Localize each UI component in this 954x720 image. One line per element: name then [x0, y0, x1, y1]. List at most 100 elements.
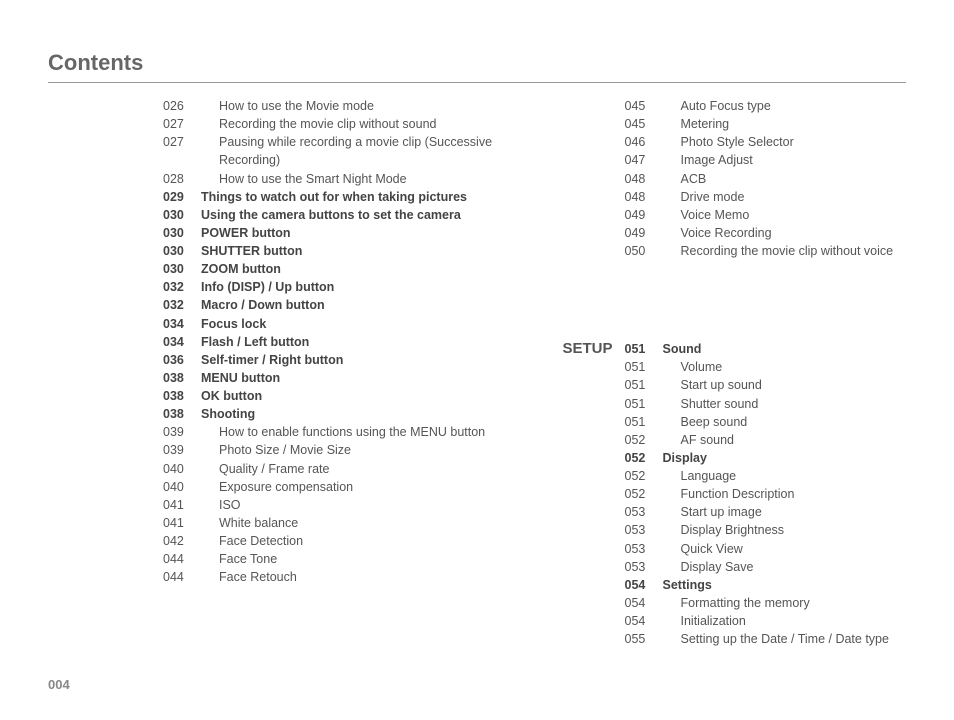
- toc-entry-label: Volume: [663, 358, 907, 376]
- right-setup-row: 053Start up image: [625, 503, 907, 521]
- contents-columns: 026How to use the Movie mode027Recording…: [48, 97, 906, 648]
- toc-entry-label: Sound: [663, 340, 907, 358]
- left-row: 027Pausing while recording a movie clip …: [163, 133, 520, 169]
- toc-page-number: 051: [625, 376, 663, 394]
- toc-page-number: 038: [163, 387, 201, 405]
- toc-page-number: 044: [163, 550, 201, 568]
- toc-entry-label: Start up image: [663, 503, 907, 521]
- toc-page-number: 028: [163, 170, 201, 188]
- toc-entry-label: Things to watch out for when taking pict…: [201, 188, 520, 206]
- left-row: 028How to use the Smart Night Mode: [163, 170, 520, 188]
- toc-entry-label: ISO: [201, 496, 520, 514]
- toc-page-number: 049: [625, 206, 663, 224]
- right-setup-row: 051Volume: [625, 358, 907, 376]
- toc-entry-label: POWER button: [201, 224, 520, 242]
- right-setup-row: 052Display: [625, 449, 907, 467]
- toc-page-number: 029: [163, 188, 201, 206]
- left-row: 039Photo Size / Movie Size: [163, 441, 520, 459]
- toc-page-number: 030: [163, 206, 201, 224]
- toc-entry-label: Shooting: [201, 405, 520, 423]
- toc-entry-label: How to use the Movie mode: [201, 97, 520, 115]
- right-top-row: 047Image Adjust: [625, 151, 907, 169]
- right-setup-row: 051Start up sound: [625, 376, 907, 394]
- left-row: 030ZOOM button: [163, 260, 520, 278]
- toc-entry-label: AF sound: [663, 431, 907, 449]
- toc-entry-label: Voice Memo: [663, 206, 907, 224]
- right-top-row: 046Photo Style Selector: [625, 133, 907, 151]
- page-number: 004: [48, 677, 70, 692]
- toc-page-number: 050: [625, 242, 663, 260]
- toc-page-number: 032: [163, 278, 201, 296]
- toc-page-number: 053: [625, 521, 663, 539]
- left-row: 042Face Detection: [163, 532, 520, 550]
- left-row: 026How to use the Movie mode: [163, 97, 520, 115]
- left-row: 038Shooting: [163, 405, 520, 423]
- toc-page-number: 027: [163, 115, 201, 133]
- toc-page-number: 038: [163, 369, 201, 387]
- left-row: 034Focus lock: [163, 315, 520, 333]
- toc-entry-label: Quality / Frame rate: [201, 460, 520, 478]
- toc-page-number: 052: [625, 431, 663, 449]
- left-row: 036Self-timer / Right button: [163, 351, 520, 369]
- toc-page-number: 036: [163, 351, 201, 369]
- toc-page-number: 038: [163, 405, 201, 423]
- toc-page-number: 026: [163, 97, 201, 115]
- right-setup-row: 054Initialization: [625, 612, 907, 630]
- toc-entry-label: Display: [663, 449, 907, 467]
- toc-page-number: 034: [163, 333, 201, 351]
- toc-entry-label: ZOOM button: [201, 260, 520, 278]
- right-top-row: 048Drive mode: [625, 188, 907, 206]
- left-row: 041White balance: [163, 514, 520, 532]
- toc-entry-label: OK button: [201, 387, 520, 405]
- toc-entry-label: Face Detection: [201, 532, 520, 550]
- right-setup-row: 055Setting up the Date / Time / Date typ…: [625, 630, 907, 648]
- toc-page-number: 027: [163, 133, 201, 169]
- toc-entry-label: Macro / Down button: [201, 296, 520, 314]
- toc-page-number: 053: [625, 503, 663, 521]
- right-setup-row: 053Quick View: [625, 540, 907, 558]
- toc-page-number: 030: [163, 242, 201, 260]
- toc-page-number: 048: [625, 170, 663, 188]
- right-top-row: 049Voice Memo: [625, 206, 907, 224]
- right-setup-row: 054Formatting the memory: [625, 594, 907, 612]
- left-row: 030POWER button: [163, 224, 520, 242]
- toc-page-number: 030: [163, 224, 201, 242]
- toc-entry-label: Setting up the Date / Time / Date type: [663, 630, 907, 648]
- toc-page-number: 048: [625, 188, 663, 206]
- toc-entry-label: Face Tone: [201, 550, 520, 568]
- toc-entry-label: Flash / Left button: [201, 333, 520, 351]
- left-row: 040Quality / Frame rate: [163, 460, 520, 478]
- setup-section-label: SETUP: [550, 340, 625, 357]
- left-column: 026How to use the Movie mode027Recording…: [48, 97, 520, 648]
- toc-page-number: 053: [625, 558, 663, 576]
- right-setup-row: 054Settings: [625, 576, 907, 594]
- toc-entry-label: How to enable functions using the MENU b…: [201, 423, 520, 441]
- left-row: 040Exposure compensation: [163, 478, 520, 496]
- right-top-row: 045Auto Focus type: [625, 97, 907, 115]
- toc-page-number: 032: [163, 296, 201, 314]
- toc-page-number: 049: [625, 224, 663, 242]
- toc-page-number: 041: [163, 514, 201, 532]
- right-setup-row: 052Language: [625, 467, 907, 485]
- toc-entry-label: Using the camera buttons to set the came…: [201, 206, 520, 224]
- toc-entry-label: Recording the movie clip without sound: [201, 115, 520, 133]
- left-row: 038OK button: [163, 387, 520, 405]
- page-title: Contents: [48, 50, 906, 83]
- left-row: 032Info (DISP) / Up button: [163, 278, 520, 296]
- toc-entry-label: Self-timer / Right button: [201, 351, 520, 369]
- toc-page-number: 051: [625, 358, 663, 376]
- toc-entry-label: How to use the Smart Night Mode: [201, 170, 520, 188]
- toc-entry-label: Shutter sound: [663, 395, 907, 413]
- left-row: 038MENU button: [163, 369, 520, 387]
- right-column: 045Auto Focus type045Metering046Photo St…: [550, 97, 907, 648]
- toc-entry-label: Function Description: [663, 485, 907, 503]
- toc-entry-label: Beep sound: [663, 413, 907, 431]
- left-row: 030SHUTTER button: [163, 242, 520, 260]
- toc-page-number: 052: [625, 449, 663, 467]
- right-top-row: 045Metering: [625, 115, 907, 133]
- toc-entry-label: Photo Style Selector: [663, 133, 907, 151]
- toc-page-number: 044: [163, 568, 201, 586]
- toc-entry-label: MENU button: [201, 369, 520, 387]
- toc-entry-label: Focus lock: [201, 315, 520, 333]
- left-row: 041ISO: [163, 496, 520, 514]
